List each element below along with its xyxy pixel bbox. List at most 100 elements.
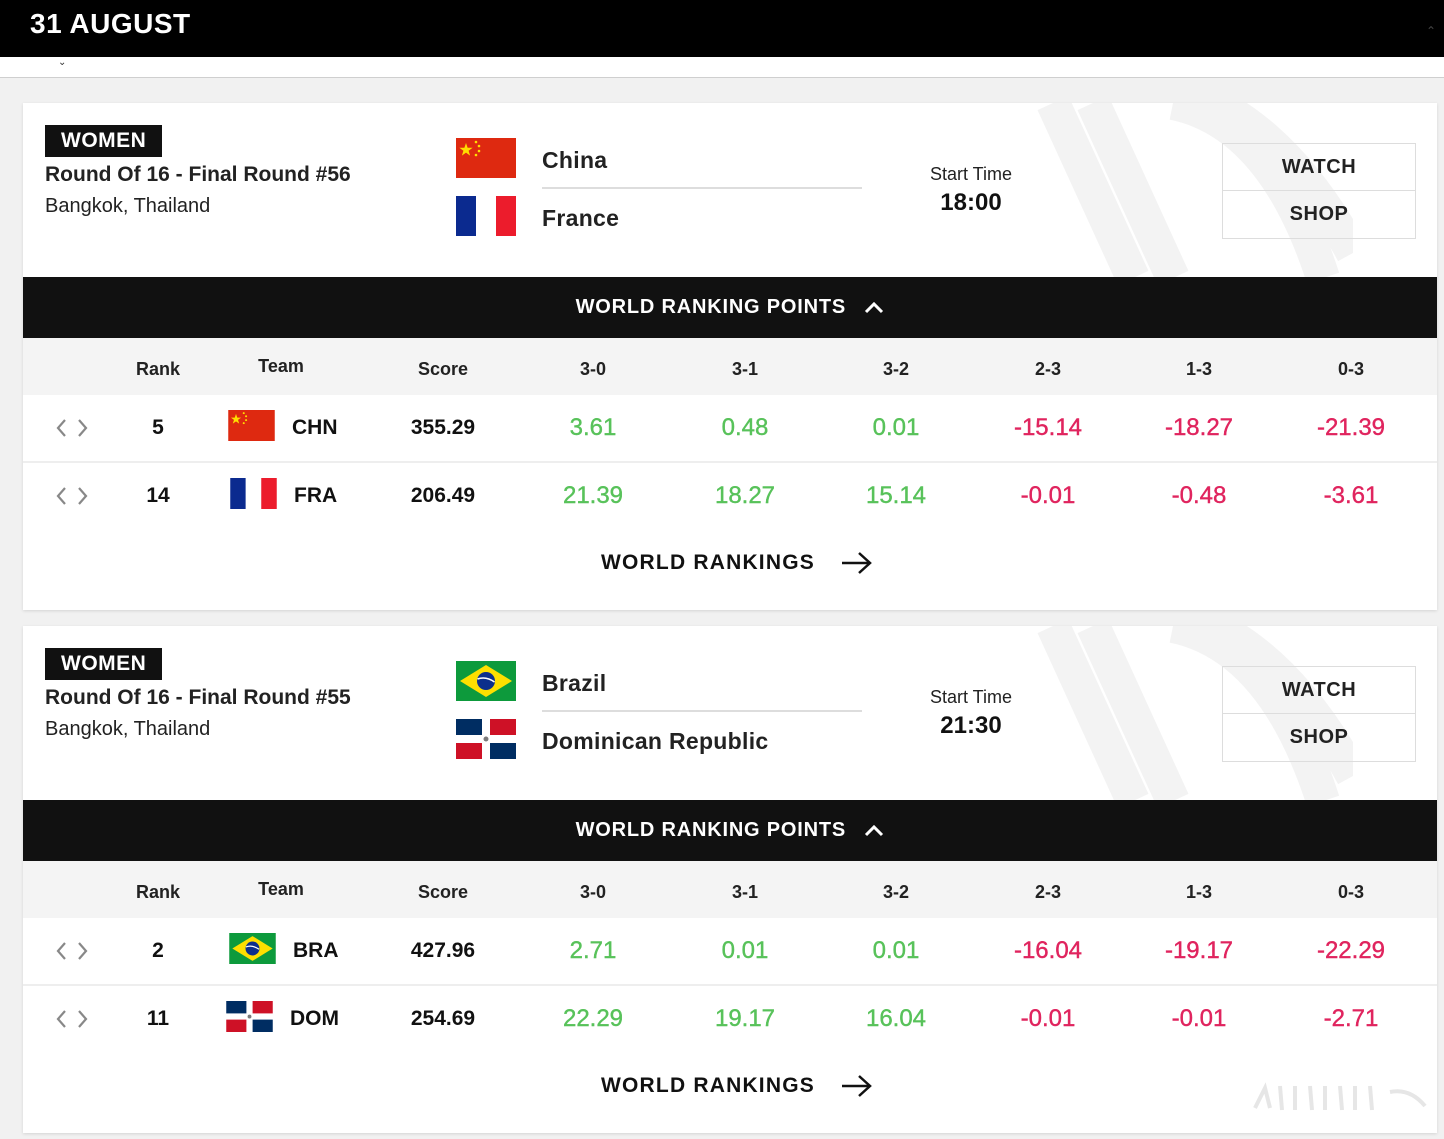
round-title: Round Of 16 - Final Round #56	[45, 163, 351, 186]
world-rankings-link[interactable]: WORLD RANKINGS	[601, 1066, 815, 1106]
score-cell: 427.96	[410, 939, 476, 962]
team2-name[interactable]: Dominican Republic	[542, 728, 769, 754]
points-1-3: -19.17	[1164, 937, 1234, 964]
chevron-up-icon	[864, 302, 884, 314]
points-3-1: 0.01	[721, 937, 769, 964]
points-0-3: -21.39	[1316, 414, 1386, 441]
watch-button[interactable]: WATCH	[1223, 144, 1415, 191]
venue: Bangkok, Thailand	[45, 195, 211, 217]
col-rank: Rank	[135, 359, 180, 379]
france-flag-icon	[230, 478, 277, 509]
points-0-3: -3.61	[1323, 482, 1379, 509]
scroll-arrows-icon[interactable]	[55, 1008, 89, 1030]
team-code: CHN	[292, 416, 338, 439]
team-code: DOM	[290, 1007, 339, 1030]
world-ranking-points-toggle[interactable]: WORLD RANKING POINTS	[23, 277, 1437, 338]
shop-button[interactable]: SHOP	[1289, 726, 1349, 748]
points-3-2: 0.01	[872, 937, 920, 964]
start-time-label: Start Time	[929, 687, 1013, 707]
action-buttons: WATCH SHOP	[1222, 666, 1416, 762]
watermark-signature-icon	[1253, 1082, 1427, 1111]
team2-name[interactable]: France	[542, 205, 620, 231]
points-0-3: -22.29	[1316, 937, 1386, 964]
col-team: Team	[258, 879, 304, 899]
rank-cell: 14	[146, 484, 170, 507]
date-title: 31 AUGUST	[30, 8, 191, 39]
brazil-flag-icon	[456, 661, 516, 701]
col-3-1: 3-1	[731, 359, 758, 379]
start-time-value: 18:00	[940, 189, 1002, 216]
col-1-3: 1-3	[1185, 882, 1212, 902]
world-ranking-points-toggle[interactable]: WORLD RANKING POINTS	[23, 800, 1437, 861]
points-3-2: 15.14	[865, 482, 927, 509]
col-3-0: 3-0	[579, 882, 606, 902]
date-header-bar: 31 AUGUST ⌃	[0, 0, 1444, 57]
world-rankings-label: WORLD RANKINGS	[601, 551, 815, 574]
team-divider	[542, 710, 862, 712]
table-row: 5 CHN 355.29 3.61 0.48 0.01 -15.14 -18.2…	[23, 395, 1437, 463]
points-3-2: 0.01	[872, 414, 920, 441]
china-flag-icon	[456, 138, 516, 178]
col-3-2: 3-2	[882, 359, 909, 379]
france-flag-icon	[456, 196, 516, 236]
china-flag-icon	[228, 410, 275, 441]
team1-name[interactable]: Brazil	[542, 670, 607, 696]
points-3-0: 3.61	[569, 414, 617, 441]
points-3-1: 18.27	[714, 482, 776, 509]
col-rank: Rank	[135, 882, 180, 902]
gender-badge: WOMEN	[45, 648, 163, 680]
arrow-right-icon	[841, 1074, 873, 1098]
points-3-0: 21.39	[562, 482, 624, 509]
scroll-arrows-icon[interactable]	[55, 940, 89, 962]
team1-name[interactable]: China	[542, 147, 608, 173]
col-3-0: 3-0	[579, 359, 606, 379]
dominican-republic-flag-icon	[456, 719, 516, 759]
points-3-1: 0.48	[721, 414, 769, 441]
col-team: Team	[258, 356, 304, 376]
chevron-up-icon	[864, 825, 884, 837]
scroll-arrows-icon[interactable]	[55, 417, 89, 439]
rank-cell: 11	[146, 1007, 170, 1030]
venue: Bangkok, Thailand	[45, 718, 211, 740]
points-1-3: -0.01	[1171, 1005, 1227, 1032]
world-ranking-points-label: WORLD RANKING POINTS	[575, 819, 847, 841]
points-2-3: -16.04	[1013, 937, 1083, 964]
points-2-3: -0.01	[1020, 1005, 1076, 1032]
points-3-0: 2.71	[569, 937, 617, 964]
points-3-2: 16.04	[865, 1005, 927, 1032]
rank-cell: 5	[152, 416, 164, 439]
team-code: BRA	[293, 939, 339, 962]
brazil-flag-icon	[229, 933, 276, 964]
col-3-2: 3-2	[882, 882, 909, 902]
points-3-0: 22.29	[562, 1005, 624, 1032]
col-score: Score	[417, 359, 469, 379]
scroll-arrows-icon[interactable]	[55, 485, 89, 507]
gender-badge: WOMEN	[45, 125, 163, 157]
score-cell: 254.69	[410, 1007, 476, 1030]
start-time-label: Start Time	[929, 164, 1013, 184]
col-2-3: 2-3	[1034, 882, 1061, 902]
team-divider	[542, 187, 862, 189]
action-buttons: WATCH SHOP	[1222, 143, 1416, 239]
dropdown-chevron-icon: ⌄	[58, 57, 67, 68]
collapse-chevron-icon[interactable]: ⌃	[1426, 24, 1437, 38]
table-row: 11 DOM 254.69 22.29 19.17 16.04 -0.01 -0…	[23, 986, 1437, 1052]
ranking-table-header: Rank Team Score 3-0 3-1 3-2 2-3 1-3 0-3	[23, 338, 1437, 395]
watch-button[interactable]: WATCH	[1223, 667, 1415, 714]
world-rankings-label: WORLD RANKINGS	[601, 1074, 815, 1097]
col-1-3: 1-3	[1185, 359, 1212, 379]
points-1-3: -0.48	[1171, 482, 1227, 509]
table-row: 2 BRA 427.96 2.71 0.01 0.01 -16.04 -19.1…	[23, 918, 1437, 986]
start-time-value: 21:30	[940, 712, 1002, 739]
col-0-3: 0-3	[1337, 359, 1364, 379]
ranking-table-header: Rank Team Score 3-0 3-1 3-2 2-3 1-3 0-3	[23, 861, 1437, 918]
points-3-1: 19.17	[714, 1005, 776, 1032]
table-row: 14 FRA 206.49 21.39 18.27 15.14 -0.01 -0…	[23, 463, 1437, 529]
dominican-republic-flag-icon	[226, 1001, 273, 1032]
shop-button[interactable]: SHOP	[1289, 203, 1349, 225]
world-rankings-link[interactable]: WORLD RANKINGS	[601, 543, 815, 583]
score-cell: 355.29	[410, 416, 476, 439]
round-title: Round Of 16 - Final Round #55	[45, 686, 351, 709]
score-cell: 206.49	[410, 484, 476, 507]
team-code: FRA	[294, 484, 338, 507]
